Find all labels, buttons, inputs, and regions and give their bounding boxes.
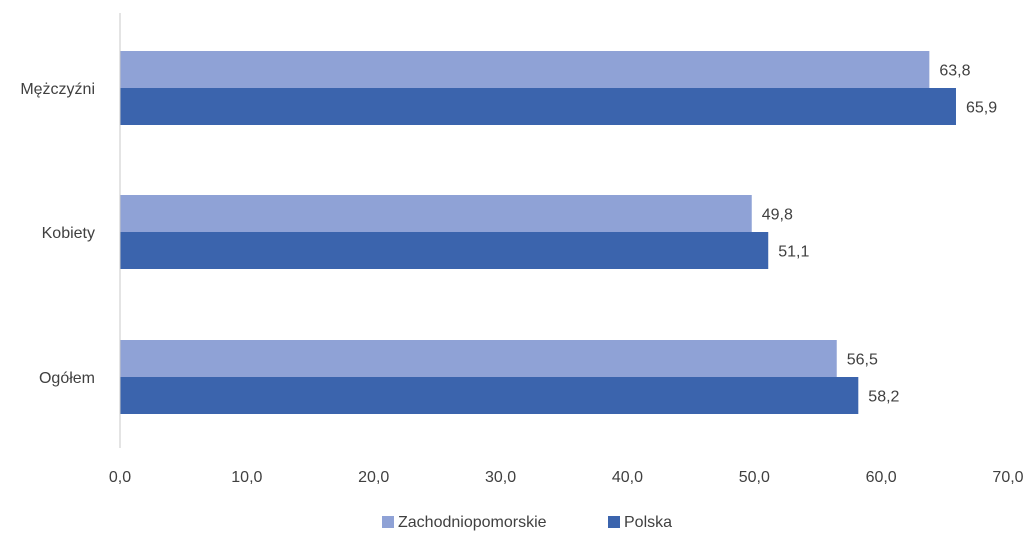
x-tick-labels-layer: 0,0 10,0 20,0 30,0 40,0 50,0 60,0 70,0 [109,469,1024,486]
x-tick-label: 60,0 [866,469,897,486]
bar-zachodniopomorskie-2 [120,340,837,377]
bar-polska-2 [120,377,859,414]
bar-zachodniopomorskie-0 [120,51,930,88]
legend: Zachodniopomorskie Polska [382,514,672,531]
x-tick-label: 30,0 [485,469,516,486]
category-labels-layer: Mężczyźni Kobiety Ogółem [20,81,95,387]
value-labels-layer: 63,8 65,9 49,8 51,1 56,5 58,2 [762,63,997,406]
x-tick-label: 0,0 [109,469,131,486]
x-tick-label: 50,0 [739,469,770,486]
x-tick-label: 10,0 [231,469,262,486]
data-label: 58,2 [868,389,899,406]
data-label: 49,8 [762,207,793,224]
bar-polska-0 [120,88,956,125]
category-label: Kobiety [42,225,95,242]
bars-layer [120,51,956,414]
data-label: 51,1 [778,244,809,261]
bar-polska-1 [120,232,769,269]
data-label: 56,5 [847,352,878,369]
x-tick-label: 70,0 [992,469,1023,486]
category-label: Ogółem [39,370,95,387]
bar-zachodniopomorskie-1 [120,195,752,232]
legend-label: Polska [624,514,672,531]
data-label: 65,9 [966,100,997,117]
x-tick-label: 20,0 [358,469,389,486]
x-tick-label: 40,0 [612,469,643,486]
legend-swatch-zachodniopomorskie [382,516,394,528]
legend-label: Zachodniopomorskie [398,514,547,531]
legend-swatch-polska [608,516,620,528]
category-label: Mężczyźni [20,81,95,98]
data-label: 63,8 [939,63,970,80]
